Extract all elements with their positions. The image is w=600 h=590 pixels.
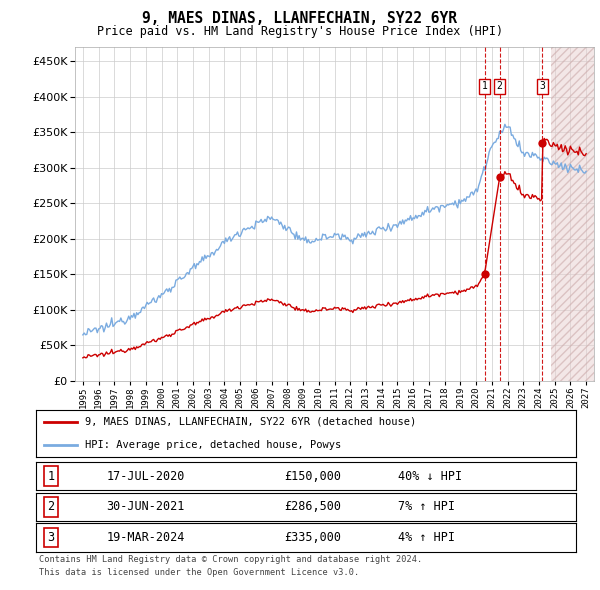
Text: 1: 1 [47,470,55,483]
Text: £150,000: £150,000 [284,470,341,483]
Text: This data is licensed under the Open Government Licence v3.0.: This data is licensed under the Open Gov… [39,568,359,576]
Bar [551,47,594,381]
Text: 3: 3 [47,531,55,544]
Text: 9, MAES DINAS, LLANFECHAIN, SY22 6YR: 9, MAES DINAS, LLANFECHAIN, SY22 6YR [143,11,458,25]
Text: 2: 2 [47,500,55,513]
Text: £286,500: £286,500 [284,500,341,513]
Text: 1: 1 [482,81,487,91]
Text: 4% ↑ HPI: 4% ↑ HPI [398,531,455,544]
Text: Price paid vs. HM Land Registry's House Price Index (HPI): Price paid vs. HM Land Registry's House … [97,25,503,38]
Text: 40% ↓ HPI: 40% ↓ HPI [398,470,462,483]
Text: Contains HM Land Registry data © Crown copyright and database right 2024.: Contains HM Land Registry data © Crown c… [39,555,422,563]
Text: 2: 2 [497,81,503,91]
Text: 30-JUN-2021: 30-JUN-2021 [106,500,185,513]
Text: 3: 3 [539,81,545,91]
Bar [551,47,594,381]
Text: 7% ↑ HPI: 7% ↑ HPI [398,500,455,513]
Text: 17-JUL-2020: 17-JUL-2020 [106,470,185,483]
Text: 19-MAR-2024: 19-MAR-2024 [106,531,185,544]
Text: 9, MAES DINAS, LLANFECHAIN, SY22 6YR (detached house): 9, MAES DINAS, LLANFECHAIN, SY22 6YR (de… [85,417,416,427]
Text: HPI: Average price, detached house, Powys: HPI: Average price, detached house, Powy… [85,441,341,450]
Text: £335,000: £335,000 [284,531,341,544]
